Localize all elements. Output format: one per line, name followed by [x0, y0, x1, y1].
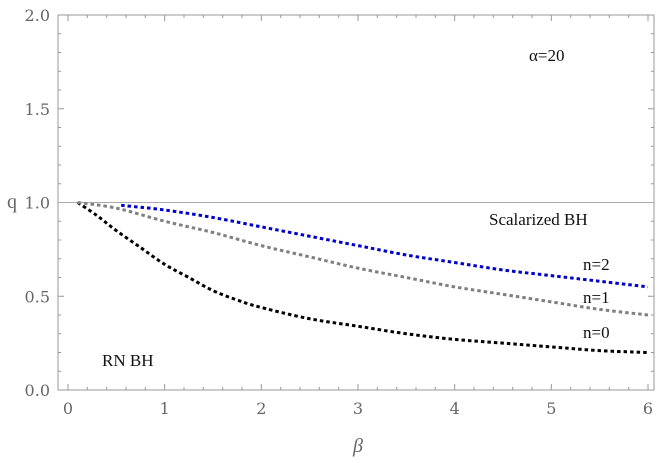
y-tick-labels: 0.0 0.5 1.0 1.5 2.0	[25, 6, 50, 400]
x-tick-labels: 0 1 2 3 4 5 6	[63, 399, 653, 418]
annotation-n0: n=0	[583, 323, 610, 342]
annotation-rn: RN BH	[102, 351, 153, 370]
y-tick-label: 0.5	[25, 287, 50, 306]
y-tick-label: 1.5	[25, 100, 50, 119]
x-tick-label: 4	[450, 399, 460, 418]
x-tick-label: 2	[256, 399, 266, 418]
x-tick-label: 0	[63, 399, 73, 418]
y-tick-label: 0.0	[25, 381, 50, 400]
axis-ticks	[58, 14, 654, 391]
y-tick-label: 1.0	[25, 194, 50, 213]
y-tick-label: 2.0	[25, 6, 50, 25]
annotation-n2: n=2	[583, 255, 610, 274]
x-axis-label: β	[352, 435, 363, 457]
x-tick-label: 6	[643, 399, 653, 418]
x-tick-label: 5	[546, 399, 556, 418]
y-axis-label: q	[7, 191, 17, 213]
x-tick-label: 1	[160, 399, 170, 418]
annotation-n1: n=1	[583, 288, 610, 307]
annotation-alpha: α=20	[529, 46, 565, 65]
curves	[76, 201, 649, 354]
series-line-n1	[77, 201, 649, 317]
x-tick-label: 3	[353, 399, 363, 418]
annotation-scalarized: Scalarized BH	[489, 210, 588, 229]
